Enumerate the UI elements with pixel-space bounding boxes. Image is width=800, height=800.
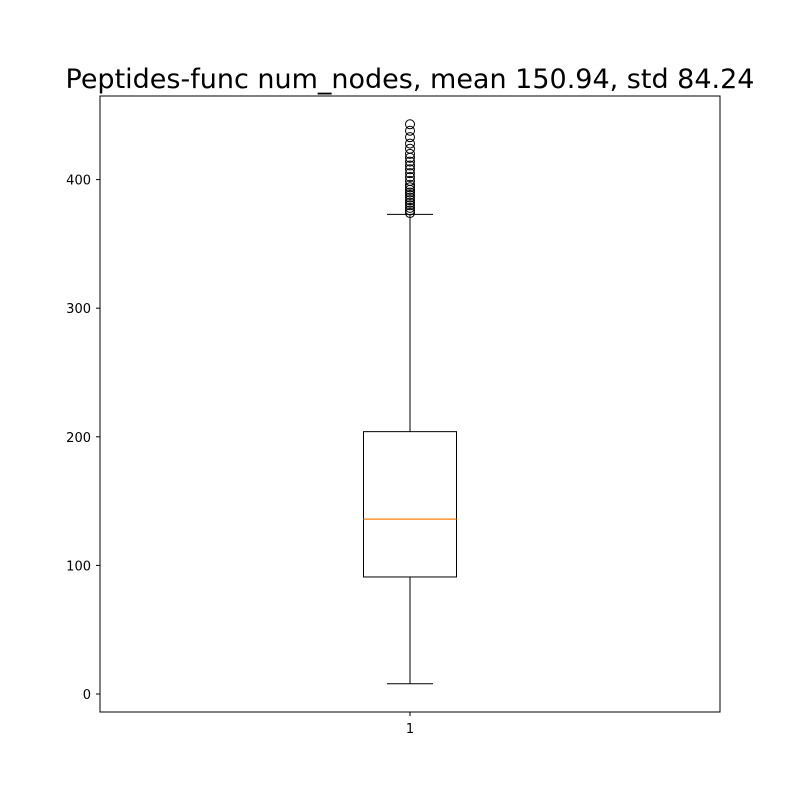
outlier-point xyxy=(405,205,415,216)
outlier-point xyxy=(405,200,415,211)
x-axis-ticks: 1 xyxy=(406,712,414,737)
y-tick-label: 100 xyxy=(66,559,91,574)
y-tick-label: 300 xyxy=(66,302,91,317)
outlier-point xyxy=(405,160,415,171)
outlier-point xyxy=(405,179,415,190)
outlier-point xyxy=(405,119,415,130)
y-tick-label: 400 xyxy=(66,174,91,189)
outlier-point xyxy=(405,172,415,183)
outlier-point xyxy=(405,182,415,193)
outlier-point xyxy=(405,132,415,143)
outlier-point xyxy=(405,168,415,179)
outlier-point xyxy=(405,192,415,203)
x-tick-label: 1 xyxy=(406,722,414,737)
axes-frame xyxy=(99,95,721,713)
outlier-point xyxy=(405,195,415,206)
outlier-point xyxy=(405,148,415,159)
outlier-point xyxy=(405,187,415,198)
y-axis-ticks: 0 100 200 300 400 xyxy=(66,174,100,703)
chart-title: Peptides-func num_nodes, mean 150.94, st… xyxy=(66,64,755,95)
plot-marks xyxy=(363,119,457,685)
outlier-point xyxy=(405,138,415,149)
y-tick-label: 200 xyxy=(66,431,91,446)
outlier-point xyxy=(405,202,415,213)
y-tick-label: 0 xyxy=(83,688,91,703)
outlier-point xyxy=(405,125,415,136)
outlier-point xyxy=(405,156,415,167)
iqr-box xyxy=(363,431,457,578)
outlier-point xyxy=(405,197,415,208)
outlier-point xyxy=(405,190,415,201)
outlier-point xyxy=(405,208,415,219)
outlier-point xyxy=(405,175,415,186)
outlier-point xyxy=(405,164,415,175)
outlier-point xyxy=(405,143,415,154)
